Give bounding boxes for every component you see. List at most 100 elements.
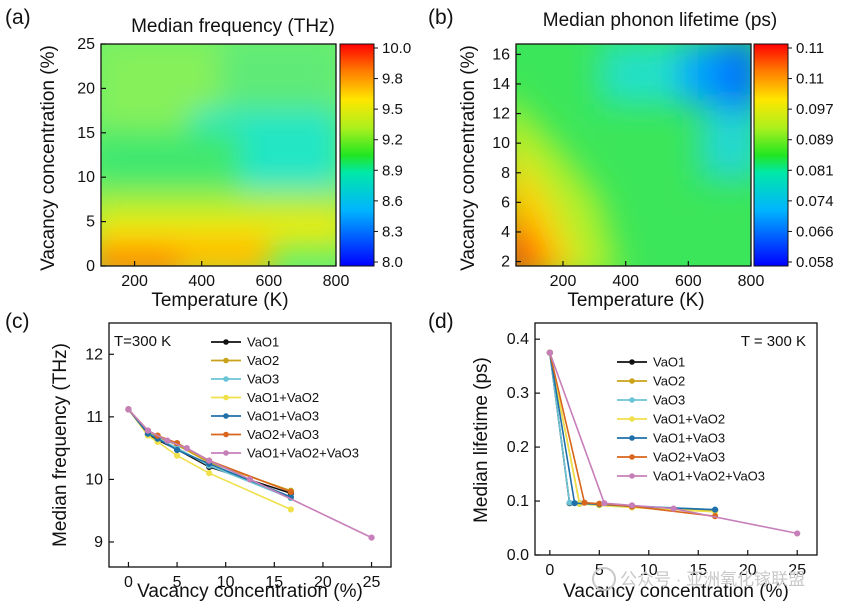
y-tick-label: 0: [86, 258, 95, 275]
legend-swatch-marker: [629, 435, 635, 441]
y-tick-label: 0.0: [507, 547, 529, 564]
colorbar-tick-label: 8.6: [382, 193, 403, 210]
data-point: [164, 437, 171, 444]
x-tick-label: 400: [188, 273, 215, 290]
y-tick-label: 9: [94, 534, 103, 551]
legend-label: VaO3: [247, 372, 279, 387]
title-a: Median frequency (THz): [131, 16, 335, 37]
ylabel-d: Median lifetime (ps): [471, 357, 492, 523]
y-tick-label: 11: [86, 409, 103, 426]
series-group-c: [125, 406, 375, 541]
heatmap-b: [516, 44, 751, 266]
legend-swatch-marker: [223, 413, 229, 419]
wechat-icon: [592, 567, 616, 591]
y-tick-label: 4: [501, 224, 510, 241]
colorbar-tick-label: 0.11: [796, 40, 824, 57]
y-tick-label: 0.1: [507, 493, 529, 510]
legend-label: VaO1+VaO3: [653, 431, 725, 446]
data-point: [368, 534, 375, 541]
legend-swatch-marker: [223, 339, 229, 345]
x-tick-label: 5: [595, 562, 604, 579]
panel-d: (d) T = 300 K 0 5 10 15 20 250.00.10.20.30.4 …: [428, 310, 818, 602]
data-point: [571, 500, 578, 507]
legend-c: VaO1 VaO2 VaO3 VaO1+VaO2 VaO1+VaO3 VaO2+VaO3 V…: [211, 335, 359, 461]
data-point: [628, 502, 636, 509]
axis-ticks-c: 0 5 10 15 20 25 9 10 11 12: [85, 346, 380, 591]
x-tick-label: 10: [217, 574, 235, 591]
legend-swatch-marker: [629, 416, 635, 422]
colorbar-tick-label: 9.2: [382, 132, 403, 149]
legend-label: VaO2+VaO3: [247, 427, 319, 442]
y-tick-label: 12: [85, 346, 103, 363]
axis-ticks-d: 0 5 10 15 20 25 0.0 0.1 0.2 0.3 0.4: [507, 331, 806, 579]
data-point: [246, 476, 254, 483]
annotation-c: T=300 K: [114, 333, 171, 350]
data-point: [546, 349, 553, 356]
data-point: [794, 530, 801, 537]
colorbar-tick-label: 8.9: [382, 162, 403, 179]
legend-swatch-marker: [223, 357, 229, 364]
data-point: [173, 452, 181, 459]
panel-label-d: (d): [428, 310, 454, 333]
data-point: [581, 499, 588, 506]
data-point: [601, 500, 608, 507]
y-tick-label: 8: [501, 165, 510, 182]
x-tick-label: 0: [545, 562, 554, 579]
data-point: [183, 445, 190, 452]
colorbar-tick-label: 9.8: [382, 71, 403, 88]
colorbar-tick-label: 0.066: [796, 223, 834, 240]
legend-label: VaO1+VaO2+VaO3: [653, 469, 765, 484]
panel-label-a: (a): [5, 6, 31, 29]
y-tick-label: 6: [501, 194, 510, 211]
y-tick-label: 5: [86, 214, 95, 231]
watermark: 公众号 · 亚洲氧化镓联盟: [592, 567, 805, 591]
colorbar-tick-label: 10.0: [382, 40, 411, 57]
legend-swatch-marker: [629, 359, 635, 365]
x-tick-label: 400: [612, 273, 639, 290]
x-tick-label: 15: [689, 562, 707, 579]
colorbar-tick-label: 8.3: [382, 223, 403, 240]
data-point: [670, 505, 677, 512]
y-tick-label: 14: [492, 76, 510, 93]
x-tick-label: 25: [788, 562, 806, 579]
colorbar-tick-label: 0.097: [796, 101, 834, 118]
legend-label: VaO1+VaO3: [247, 409, 319, 424]
ylabel-a: Vacancy concentration (%): [38, 45, 59, 271]
plot-frame-b: [515, 43, 752, 267]
ylabel-c: Median frequency (THz): [50, 343, 71, 547]
colorbar-tick-label: 0.074: [796, 193, 834, 210]
series-line-4: [127, 408, 292, 498]
x-tick-label: 5: [173, 574, 182, 591]
data-point: [206, 457, 213, 464]
x-tick-label: 800: [323, 273, 350, 290]
series-group-d: [546, 349, 801, 537]
legend-swatch-marker: [223, 376, 229, 382]
panel-label-b: (b): [428, 6, 454, 29]
data-point: [144, 427, 151, 434]
xlabel-d: Vacancy concentration (%): [563, 581, 789, 602]
colorbar-tick-label: 0.11: [796, 71, 824, 88]
data-point: [711, 506, 719, 513]
legend-swatch-marker: [223, 450, 229, 456]
colorbar-tick-label: 8.0: [382, 254, 403, 271]
plot-frame-c: [108, 322, 392, 568]
legend-label: VaO1+VaO2: [653, 412, 725, 427]
data-point: [287, 488, 294, 496]
y-tick-label: 10: [77, 169, 95, 186]
data-point: [173, 446, 181, 454]
plot-frame-d: [534, 322, 818, 556]
panel-b: (b) Median phonon lifetime (ps) 0.110.11…: [428, 6, 834, 311]
data-point: [206, 470, 213, 477]
y-tick-label: 15: [77, 125, 95, 142]
annotation-d: T = 300 K: [741, 333, 806, 350]
legend-swatch-marker: [629, 454, 635, 460]
legend-label: VaO2: [653, 374, 685, 389]
data-point: [125, 406, 132, 413]
x-tick-label: 15: [265, 574, 283, 591]
y-tick-label: 10: [492, 135, 510, 152]
xlabel-a: Temperature (K): [151, 290, 288, 311]
x-tick-label: 20: [314, 574, 332, 591]
legend-label: VaO1+VaO2+VaO3: [247, 446, 359, 461]
legend-swatch-marker: [629, 473, 635, 479]
